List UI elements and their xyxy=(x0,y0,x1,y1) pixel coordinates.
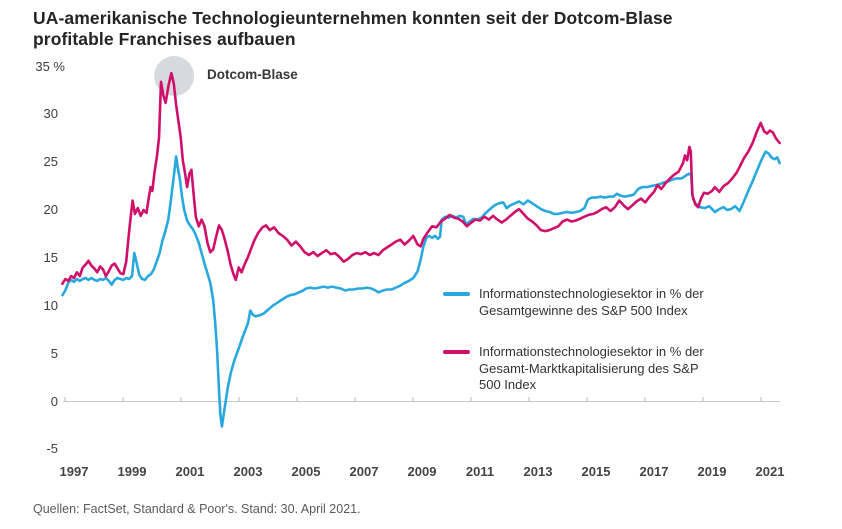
x-tick-2005: 2005 xyxy=(291,464,321,479)
y-tick-15: 15 xyxy=(43,249,58,265)
y-tick-0: 0 xyxy=(50,393,58,409)
y-tick-30: 30 xyxy=(43,106,58,122)
x-tick-2013: 2013 xyxy=(523,464,553,479)
x-tick-2003: 2003 xyxy=(233,464,263,479)
y-tick-5: 5 xyxy=(50,345,58,361)
y-tick-25: 25 xyxy=(43,154,58,170)
x-tick-2001: 2001 xyxy=(175,464,205,479)
y-tick-minus5: -5 xyxy=(46,441,58,457)
legend-item-gesamtgewinne: Informationstechnologiesektor in % der G… xyxy=(443,286,704,319)
dotcom-blase-annotation: Dotcom-Blase xyxy=(207,67,298,82)
x-tick-2009: 2009 xyxy=(407,464,437,479)
legend-line-swatch-magenta xyxy=(443,350,470,354)
y-tick-10: 10 xyxy=(43,297,58,313)
legend-item-marktkapitalisierung: Informationstechnologiesektor in % der G… xyxy=(443,344,704,394)
series-line-gesamtgewinne xyxy=(61,150,781,428)
x-tick-2007: 2007 xyxy=(349,464,379,479)
x-tick-2019: 2019 xyxy=(697,464,727,479)
legend-label-gesamtgewinne: Informationstechnologiesektor in % der G… xyxy=(479,286,704,318)
series-line-marktkapitalisierung xyxy=(61,71,781,286)
chart-title-line-1: UA-amerikanische Technologieunternehmen … xyxy=(33,8,673,28)
y-tick-35: 35 % xyxy=(35,58,65,74)
legend-label-marktkapitalisierung: Informationstechnologiesektor in % der G… xyxy=(479,344,704,392)
x-tick-1999: 1999 xyxy=(117,464,147,479)
chart-title-line-2: profitable Franchises aufbauen xyxy=(33,29,296,49)
x-tick-2021: 2021 xyxy=(755,464,785,479)
source-note: Quellen: FactSet, Standard & Poor's. Sta… xyxy=(33,502,361,516)
dotcom-bubble-highlight xyxy=(154,56,195,96)
x-tick-2015: 2015 xyxy=(581,464,611,479)
x-tick-1997: 1997 xyxy=(59,464,89,479)
legend-line-swatch-blue xyxy=(443,292,470,296)
x-tick-2017: 2017 xyxy=(639,464,669,479)
y-tick-20: 20 xyxy=(43,202,58,217)
x-tick-2011: 2011 xyxy=(465,464,495,479)
chart-title: UA-amerikanische Technologieunternehmen … xyxy=(33,8,673,50)
